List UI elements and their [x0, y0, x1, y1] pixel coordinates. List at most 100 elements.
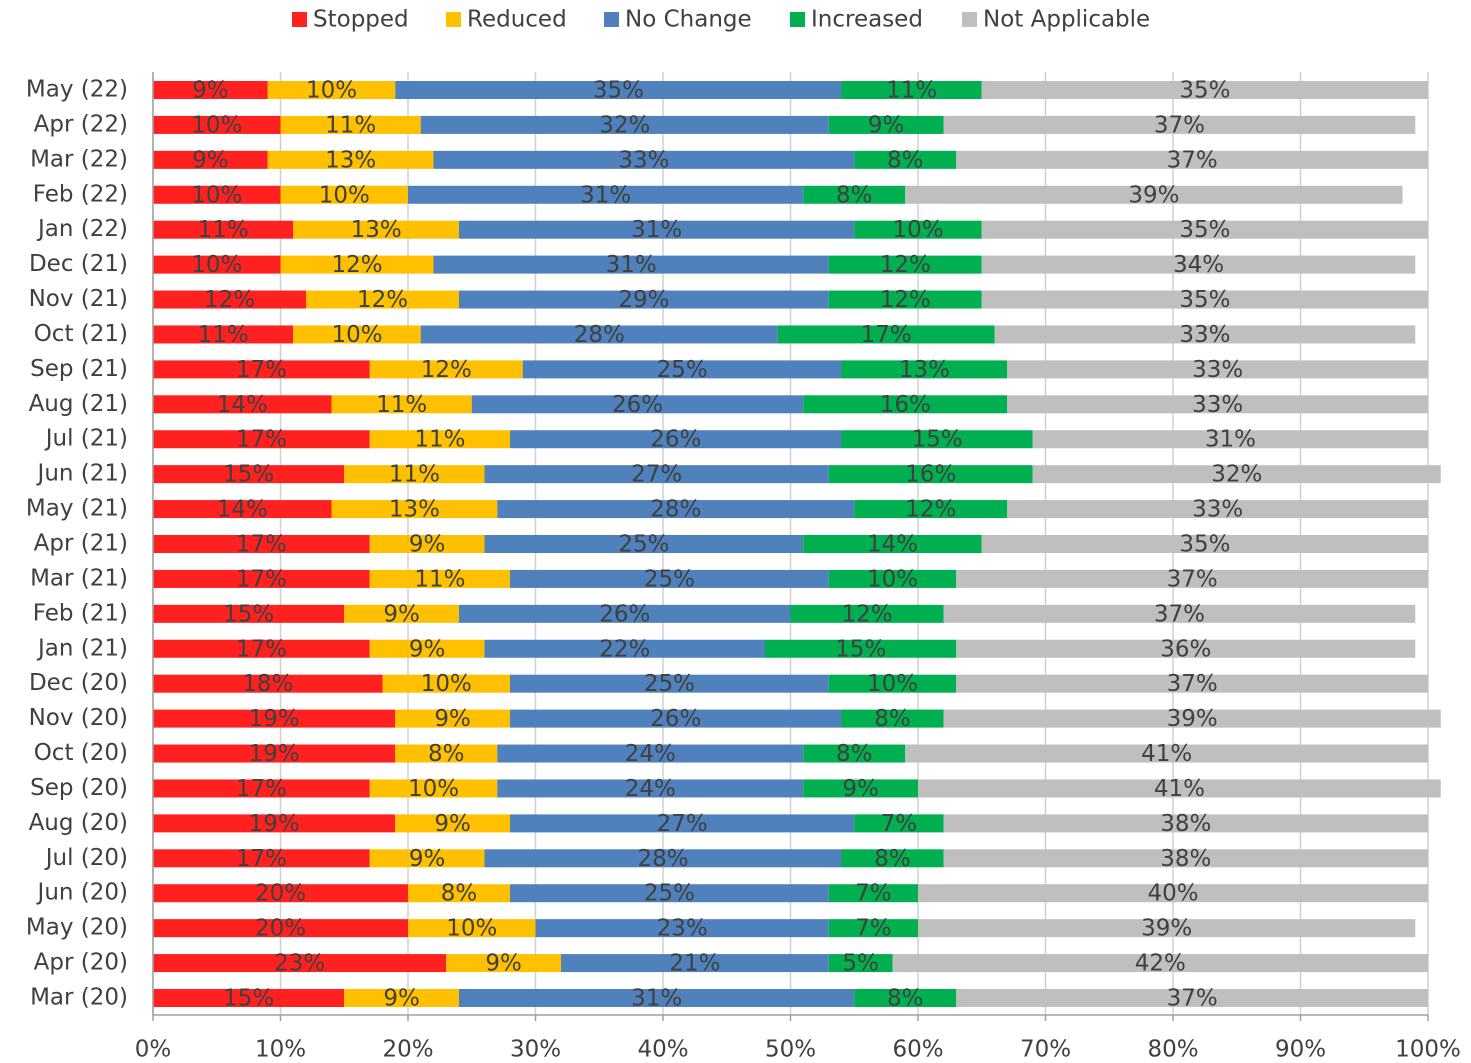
bar-segment — [153, 290, 306, 309]
bar-segment — [828, 255, 982, 274]
data-label: 14% — [867, 532, 918, 558]
data-label: 9% — [434, 811, 471, 837]
data-label: 20% — [255, 881, 306, 907]
bar-segment — [408, 185, 804, 204]
bar-segment — [510, 709, 842, 728]
bar-segment — [828, 884, 918, 903]
bar-segment — [828, 115, 944, 134]
data-label: 8% — [836, 741, 873, 767]
data-label: 39% — [1141, 916, 1192, 942]
bar-segment — [153, 360, 370, 379]
data-label: 12% — [841, 601, 892, 627]
data-label: 25% — [644, 566, 695, 592]
data-label: 15% — [223, 601, 274, 627]
bar-segment — [981, 220, 1428, 239]
data-label: 16% — [880, 392, 931, 418]
data-label: 28% — [650, 497, 701, 523]
data-label: 23% — [274, 951, 325, 977]
data-label: 26% — [612, 392, 663, 418]
x-tick-label: 20% — [382, 1037, 433, 1063]
bar-segment — [981, 255, 1416, 274]
data-label: 10% — [191, 182, 242, 208]
data-label: 38% — [1160, 811, 1211, 837]
data-label: 31% — [606, 252, 657, 278]
data-label: 10% — [421, 671, 472, 697]
bar-segment — [854, 814, 944, 833]
legend-label: Reduced — [467, 7, 567, 33]
bar-segment — [956, 639, 1416, 658]
data-label: 19% — [249, 811, 300, 837]
y-tick-label: Jul (21) — [44, 426, 128, 452]
data-label: 12% — [421, 357, 472, 383]
data-label: 35% — [1179, 532, 1230, 558]
bar-segment — [918, 884, 1428, 903]
bar-segment — [369, 849, 485, 868]
data-label: 11% — [198, 322, 249, 348]
bar-segment — [153, 569, 370, 588]
data-label: 9% — [409, 532, 446, 558]
bar-segment — [395, 709, 510, 728]
bar-segment — [535, 919, 829, 938]
bar-segment — [828, 569, 957, 588]
x-tick-label: 50% — [765, 1037, 816, 1063]
bar-segment — [344, 465, 485, 484]
bar-segment — [153, 500, 332, 519]
bar-segment — [981, 290, 1428, 309]
bar-segment — [956, 674, 1428, 693]
data-label: 19% — [249, 741, 300, 767]
bar-segment — [153, 604, 345, 623]
bar-segment — [420, 325, 778, 344]
data-label: 20% — [255, 916, 306, 942]
bar-segment — [803, 535, 982, 553]
legend-label: No Change — [625, 7, 752, 33]
bar-segment — [382, 674, 510, 693]
data-label: 11% — [886, 78, 937, 104]
data-label: 12% — [204, 287, 255, 313]
data-label: 39% — [1167, 706, 1218, 732]
y-tick-label: Oct (21) — [34, 321, 128, 347]
bar-segment — [153, 465, 345, 484]
y-tick-label: Jan (21) — [36, 635, 128, 661]
data-label: 10% — [331, 322, 382, 348]
data-label: 35% — [1179, 217, 1230, 243]
bar-segment — [153, 185, 281, 204]
data-label: 33% — [1192, 392, 1243, 418]
data-label: 8% — [887, 986, 924, 1012]
x-tick-label: 0% — [135, 1037, 172, 1063]
bar-segment — [943, 849, 1428, 868]
data-label: 9% — [383, 986, 420, 1012]
data-label: 25% — [618, 532, 669, 558]
bar-segment — [1032, 430, 1428, 449]
data-label: 25% — [644, 881, 695, 907]
x-tick-label: 10% — [255, 1037, 306, 1063]
y-tick-label: Aug (20) — [29, 810, 128, 836]
bar-segment — [471, 395, 804, 414]
bar-segment — [484, 639, 765, 658]
x-tick-label: 40% — [637, 1037, 688, 1063]
data-label: 10% — [867, 671, 918, 697]
data-label: 25% — [657, 357, 708, 383]
bar-segment — [1032, 465, 1441, 484]
data-label: 23% — [657, 916, 708, 942]
data-label: 28% — [637, 846, 688, 872]
y-tick-label: Mar (20) — [30, 985, 128, 1011]
bar-segment — [854, 220, 982, 239]
bar-segment — [854, 989, 957, 1007]
bar-segment — [828, 954, 893, 973]
bar-segment — [153, 709, 396, 728]
data-label: 27% — [631, 462, 682, 488]
bar-segment — [828, 465, 1033, 484]
y-tick-label: Jun (21) — [36, 461, 128, 487]
bar-segment — [841, 709, 944, 728]
bar-segment — [369, 430, 510, 449]
data-label: 17% — [236, 532, 287, 558]
legend-label: Stopped — [313, 7, 409, 33]
bar-segment — [267, 81, 396, 99]
bar-segment — [153, 325, 294, 344]
bar-segment — [892, 954, 1428, 973]
legend-marker — [790, 12, 805, 27]
bar-segment — [510, 884, 829, 903]
data-label: 25% — [644, 671, 695, 697]
bar-segment — [153, 884, 408, 903]
data-label: 31% — [580, 182, 631, 208]
